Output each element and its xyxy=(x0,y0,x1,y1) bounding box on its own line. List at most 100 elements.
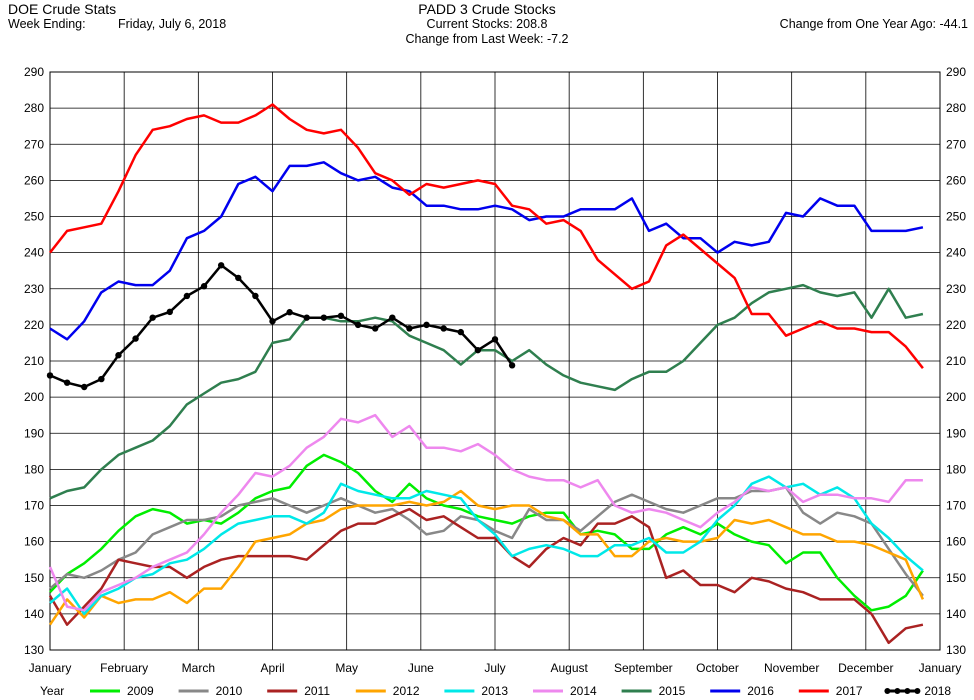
y-tick-label-left: 270 xyxy=(24,137,44,151)
data-point xyxy=(440,325,447,332)
legend-marker xyxy=(904,688,911,694)
series-line xyxy=(49,453,924,612)
x-tick-label: January xyxy=(29,661,72,675)
x-tick-label: February xyxy=(100,661,148,675)
legend-marker xyxy=(894,688,901,694)
y-tick-label-left: 280 xyxy=(24,101,44,115)
y-tick-label-right: 130 xyxy=(946,643,966,657)
y-tick-label-right: 280 xyxy=(946,101,966,115)
y-tick-label-right: 190 xyxy=(946,426,966,440)
legend-item-2012: 2012 xyxy=(355,684,420,698)
y-tick-label-left: 250 xyxy=(24,210,44,224)
legend-item-2018: 2018 xyxy=(884,684,951,698)
data-point xyxy=(200,283,208,290)
legend-item-2015: 2015 xyxy=(621,684,686,698)
series-2011 xyxy=(48,507,924,645)
data-point xyxy=(269,318,276,325)
series-line xyxy=(48,489,925,626)
data-point xyxy=(115,352,122,359)
x-tick-label: August xyxy=(550,661,588,675)
report-title: DOE Crude Stats xyxy=(8,1,117,17)
y-tick-label-right: 200 xyxy=(946,390,966,404)
data-point xyxy=(217,262,225,269)
legend-label: 2014 xyxy=(570,684,597,698)
legend-label: 2011 xyxy=(304,684,330,698)
series-line xyxy=(49,264,514,389)
y-tick-label-left: 150 xyxy=(24,571,44,585)
y-tick-label-right: 150 xyxy=(946,571,966,585)
y-tick-label-right: 220 xyxy=(946,318,966,332)
legend-label: 2017 xyxy=(836,684,863,698)
series-line xyxy=(49,475,924,616)
legend-marker xyxy=(884,688,891,694)
data-point xyxy=(46,372,54,379)
x-tick-label: July xyxy=(484,661,505,675)
y-tick-label-left: 160 xyxy=(24,535,44,549)
series-2015 xyxy=(49,283,924,500)
legend-label: 2013 xyxy=(481,684,508,698)
y-tick-label-left: 200 xyxy=(24,390,44,404)
data-point xyxy=(183,292,191,300)
data-point xyxy=(389,314,396,321)
header-center: PADD 3 Crude Stocks Current Stocks: 208.… xyxy=(0,2,974,47)
y-tick-label-left: 230 xyxy=(24,282,44,296)
data-point xyxy=(63,379,71,386)
data-point xyxy=(132,335,139,342)
change-year-ago: Change from One Year Ago: -44.1 xyxy=(779,17,968,31)
legend-title: Year xyxy=(40,684,64,698)
data-point xyxy=(252,292,259,300)
legend-item-2017: 2017 xyxy=(798,684,863,698)
legend-label: 2015 xyxy=(659,684,686,698)
data-point xyxy=(337,312,345,320)
legend-item-2010: 2010 xyxy=(178,684,243,698)
legend-item-2013: 2013 xyxy=(444,684,508,698)
legend-label: 2016 xyxy=(747,684,774,698)
data-point xyxy=(371,325,379,332)
data-point xyxy=(354,321,362,329)
data-point xyxy=(235,274,242,282)
series-line xyxy=(49,283,924,500)
y-tick-label-right: 180 xyxy=(946,462,966,476)
y-tick-label-left: 220 xyxy=(24,318,44,332)
legend-label: 2009 xyxy=(127,684,154,698)
x-tick-label: January xyxy=(919,661,962,675)
current-stocks: Current Stocks: 208.8 xyxy=(426,17,548,31)
y-tick-label-right: 160 xyxy=(946,535,966,549)
y-tick-label-left: 170 xyxy=(24,499,44,513)
change-last-week: Change from Last Week: -7.2 xyxy=(405,32,569,46)
series-2014 xyxy=(48,413,923,612)
header-left: DOE Crude Stats Week Ending: Friday, July… xyxy=(8,2,226,32)
legend-marker xyxy=(914,688,921,694)
x-tick-label: November xyxy=(764,661,819,675)
x-tick-label: October xyxy=(696,661,739,675)
series-2012 xyxy=(48,489,925,626)
y-tick-label-right: 210 xyxy=(946,354,966,368)
y-tick-label-left: 140 xyxy=(24,607,44,621)
data-point xyxy=(457,328,464,336)
legend-item-2011: 2011 xyxy=(267,684,330,698)
legend-label: 2010 xyxy=(216,684,243,698)
x-tick-label: March xyxy=(182,661,215,675)
data-point xyxy=(423,321,430,329)
x-tick-label: May xyxy=(335,661,358,675)
legend-item-2016: 2016 xyxy=(710,684,774,698)
series-2013 xyxy=(49,475,924,616)
y-tick-label-right: 260 xyxy=(946,173,966,187)
y-tick-label-left: 190 xyxy=(24,426,44,440)
y-tick-label-right: 270 xyxy=(946,137,966,151)
data-point xyxy=(303,314,310,321)
legend-label: 2012 xyxy=(393,684,420,698)
y-tick-label-right: 250 xyxy=(946,210,966,224)
week-ending-row: Week Ending: Friday, July 6, 2018 xyxy=(8,17,226,32)
y-tick-label-right: 170 xyxy=(946,499,966,513)
y-tick-label-right: 230 xyxy=(946,282,966,296)
week-ending-value: Friday, July 6, 2018 xyxy=(118,17,227,31)
y-tick-label-right: 140 xyxy=(946,607,966,621)
series-line xyxy=(49,161,924,341)
x-tick-label: December xyxy=(838,661,893,675)
legend-label: 2018 xyxy=(924,684,951,698)
data-point xyxy=(98,375,105,383)
series-2016 xyxy=(49,161,924,341)
x-tick-label: April xyxy=(260,661,284,675)
